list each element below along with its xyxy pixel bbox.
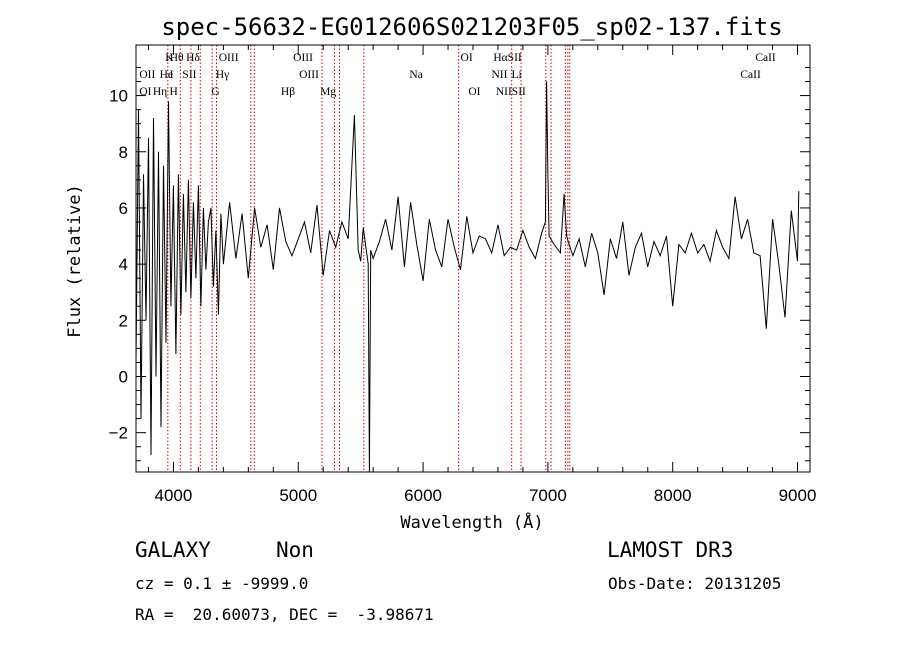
y-tick-label--2: −2 — [109, 424, 128, 443]
obs-date: Obs-Date: 20131205 — [608, 574, 782, 593]
spectral-line-label-8: OII — [139, 69, 155, 81]
x-axis-label: Wavelength (Å) — [400, 511, 543, 533]
spectral-line-label-3: OIII — [219, 52, 239, 64]
spectral-line-label-12: Hγ — [216, 69, 229, 81]
object-class: GALAXY — [135, 538, 211, 562]
y-axis-label: Flux (relative) — [65, 184, 85, 338]
y-tick-label-8: 8 — [119, 143, 128, 162]
x-tick-label-7000: 7000 — [529, 486, 567, 505]
axis-ticks: 4000 5000 6000 7000 8000 9000 −2 0 2 4 6 8 10 — [109, 45, 817, 505]
spectral-line-label-25: NIISII — [496, 86, 526, 98]
spectral-line-label-4: OIII — [293, 52, 313, 64]
spectral-line-label-16: Li — [511, 69, 521, 81]
object-subclass: Non — [276, 538, 314, 562]
x-tick-label-4000: 4000 — [155, 486, 193, 505]
spectrum-line — [135, 81, 800, 473]
coordinates: RA = 20.60073, DEC = -3.98671 — [135, 605, 434, 624]
spectral-line-label-7: CaII — [755, 52, 776, 64]
spectral-line-label-6: HαSII — [493, 52, 522, 64]
spectral-line-label-5: OI — [461, 52, 473, 64]
x-tick-label-6000: 6000 — [404, 486, 442, 505]
chart-title: spec-56632-EG012606S021203F05_sp02-137.f… — [161, 13, 782, 41]
y-tick-label-6: 6 — [119, 199, 128, 218]
y-tick-label-2: 2 — [119, 311, 128, 330]
x-tick-label-5000: 5000 — [279, 486, 317, 505]
spectral-line-label-22: Hβ — [281, 86, 295, 98]
survey-release: LAMOST DR3 — [607, 538, 734, 562]
spectral-line-label-21: G — [211, 86, 219, 98]
spectral-line-label-1: K — [165, 52, 174, 64]
spectral-line-label-10: I — [170, 69, 174, 81]
y-tick-label-10: 10 — [109, 87, 128, 106]
spectral-line-label-24: OI — [468, 86, 480, 98]
x-tick-label-8000: 8000 — [654, 486, 692, 505]
spectral-line-label-14: Na — [409, 69, 422, 81]
x-tick-label-9000: 9000 — [779, 486, 817, 505]
spectral-line-label-2: Hδ — [186, 52, 200, 64]
spectral-line-label-20: H — [169, 86, 177, 98]
spectral-line-label-13: OIII — [299, 69, 319, 81]
spectral-line-label-15: NII — [491, 69, 507, 81]
spectral-line-label-23: Mg — [320, 86, 336, 98]
spectral-line-label-9: He — [160, 69, 173, 81]
spectral-line-label-19: Hη — [153, 86, 167, 98]
y-tick-label-4: 4 — [119, 255, 128, 274]
spectral-line-label-18: OI — [139, 86, 151, 98]
spectral-line-label-17: CaII — [740, 69, 761, 81]
y-tick-label-0: 0 — [119, 367, 128, 386]
spectral-line-label-11: SII — [182, 69, 196, 81]
redshift-readout: cz = 0.1 ± -9999.0 — [135, 574, 309, 593]
